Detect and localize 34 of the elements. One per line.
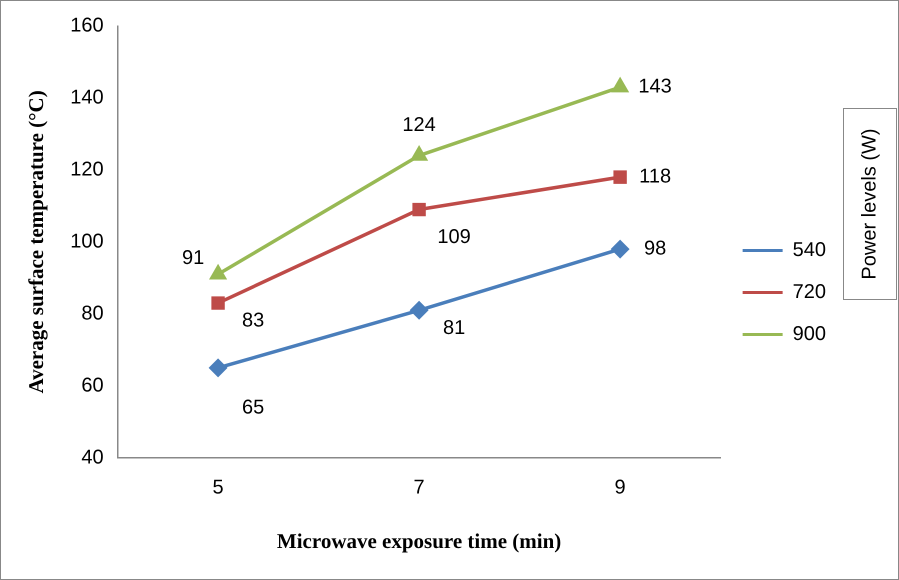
legend-label: 900 — [792, 323, 826, 346]
data-label: 81 — [442, 316, 466, 339]
point — [210, 266, 226, 280]
y-tick-label: 40 — [81, 446, 104, 468]
y-tick-label: 100 — [70, 230, 104, 252]
data-label: 98 — [644, 238, 666, 260]
y-tick-label: 140 — [70, 86, 104, 108]
legend-title: Power levels (W) — [858, 128, 882, 280]
x-tick-label: 9 — [614, 476, 626, 498]
point — [612, 78, 628, 92]
point — [412, 202, 426, 216]
data-label: 109 — [437, 226, 471, 248]
y-axis-title: Average surface temperature (°C) — [24, 90, 48, 394]
x-tick-label: 7 — [414, 476, 425, 498]
data-label: 118 — [639, 166, 672, 188]
point — [209, 359, 227, 377]
y-tick-label: 160 — [70, 14, 104, 37]
point — [613, 170, 627, 184]
point — [410, 302, 428, 320]
legend-label: 540 — [792, 239, 826, 262]
y-tick-label: 60 — [81, 374, 104, 396]
y-tick-label: 120 — [70, 158, 104, 180]
x-axis-title: Microwave exposure time (min) — [276, 528, 562, 553]
y-tick-label: 80 — [81, 302, 104, 324]
data-label: 124 — [402, 114, 436, 136]
data-label: 83 — [242, 310, 264, 332]
x-tick-label: 5 — [212, 476, 224, 498]
data-label: 91 — [182, 246, 204, 269]
legend-label: 720 — [792, 281, 826, 304]
point — [611, 240, 629, 258]
point — [411, 146, 427, 161]
data-label: 65 — [242, 396, 264, 418]
data-label: 143 — [638, 76, 672, 98]
point — [211, 296, 225, 310]
